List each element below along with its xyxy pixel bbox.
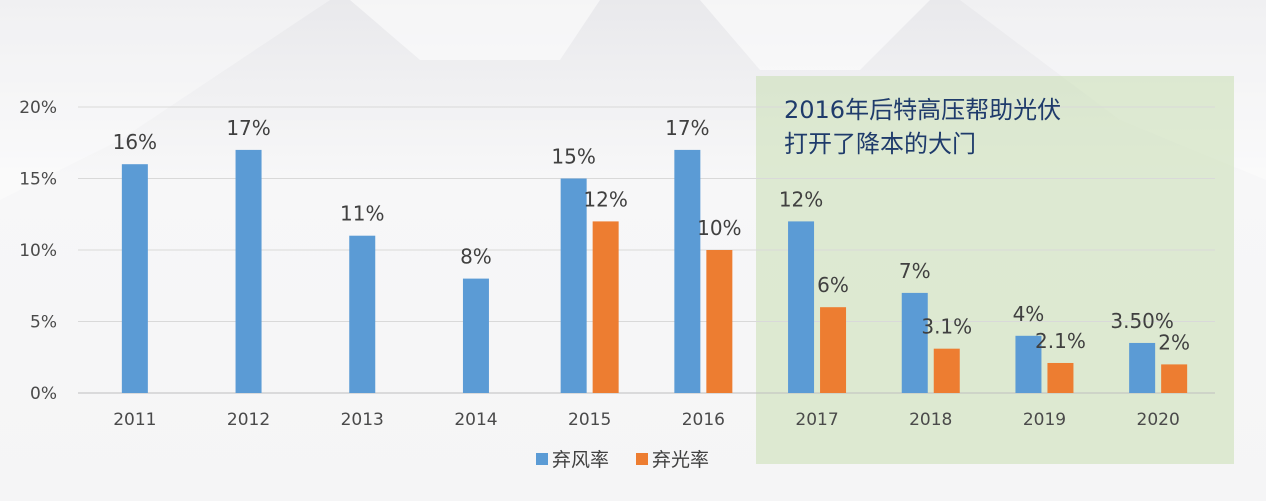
bar-solar-2016: [706, 250, 733, 393]
bar-wind-2011: [121, 164, 148, 393]
bar-solar-2020: [1161, 364, 1188, 393]
x-tick-label: 2019: [1023, 410, 1066, 430]
data-label-wind-2014: 8%: [460, 245, 492, 269]
data-label-wind-2015: 15%: [551, 145, 595, 169]
data-label-solar-2015: 12%: [583, 187, 627, 211]
bar-solar-2015: [592, 221, 619, 393]
data-label-wind-2020: 3.50%: [1110, 309, 1174, 333]
bar-wind-2020: [1129, 342, 1156, 393]
data-label-solar-2016: 10%: [697, 216, 741, 240]
annotation-text: 2016年后特高压帮助光伏 打开了降本的大门: [784, 93, 1224, 161]
bar-solar-2017: [820, 307, 847, 393]
legend-swatch-solar: [636, 453, 648, 465]
bar-wind-2012: [235, 149, 262, 393]
bar-wind-2017: [788, 221, 815, 393]
x-tick-label: 2016: [682, 410, 725, 430]
highlight-panel: [756, 76, 1234, 464]
data-label-wind-2012: 17%: [226, 116, 270, 140]
y-tick-label: 15%: [19, 170, 57, 190]
legend-label-solar: 弃光率: [652, 449, 709, 471]
bar-wind-2016: [674, 149, 701, 393]
y-axis: 0% 5% 10% 15% 20%: [19, 98, 57, 404]
x-tick-label: 2015: [568, 410, 611, 430]
annotation-line-2: 打开了降本的大门: [784, 130, 976, 158]
x-tick-label: 2014: [454, 410, 497, 430]
data-label-wind-2019: 4%: [1013, 302, 1045, 326]
data-label-solar-2017: 6%: [817, 273, 849, 297]
annotation-line-1: 2016年后特高压帮助光伏: [784, 96, 1062, 124]
data-label-solar-2019: 2.1%: [1035, 329, 1086, 353]
x-tick-label: 2011: [113, 410, 156, 430]
y-tick-label: 20%: [19, 98, 57, 118]
data-label-wind-2013: 11%: [340, 202, 384, 226]
bar-wind-2013: [349, 235, 376, 393]
y-tick-label: 0%: [30, 384, 57, 404]
legend-swatch-wind: [536, 453, 548, 465]
data-label-solar-2020: 2%: [1158, 330, 1190, 354]
bar-wind-2015: [560, 178, 587, 393]
x-axis: 2011 2012 2013 2014 2015 2016 2017 2018 2019 2020: [113, 410, 1180, 430]
bar-solar-2019: [1047, 362, 1074, 393]
x-tick-label: 2013: [341, 410, 384, 430]
bar-solar-2018: [933, 348, 960, 393]
bar-wind-2014: [462, 278, 489, 393]
data-label-wind-2016: 17%: [665, 116, 709, 140]
legend-label-wind: 弃风率: [552, 449, 609, 471]
bar-wind-2019: [1015, 335, 1042, 393]
legend: 弃风率 弃光率: [536, 449, 709, 471]
data-label-solar-2018: 3.1%: [921, 315, 972, 339]
data-label-wind-2018: 7%: [899, 259, 931, 283]
y-tick-label: 5%: [30, 313, 57, 333]
x-tick-label: 2018: [909, 410, 952, 430]
data-label-wind-2011: 16%: [113, 130, 157, 154]
y-tick-label: 10%: [19, 241, 57, 261]
data-label-wind-2017: 12%: [779, 187, 823, 211]
bar-wind-2018: [901, 292, 928, 393]
bars: 16% 17% 11% 8% 15% 12% 17% 10% 12% 6% 7% 3.1% 4% 2.1%…: [113, 116, 1190, 393]
x-tick-label: 2020: [1137, 410, 1180, 430]
x-tick-label: 2017: [795, 410, 838, 430]
x-tick-label: 2012: [227, 410, 270, 430]
